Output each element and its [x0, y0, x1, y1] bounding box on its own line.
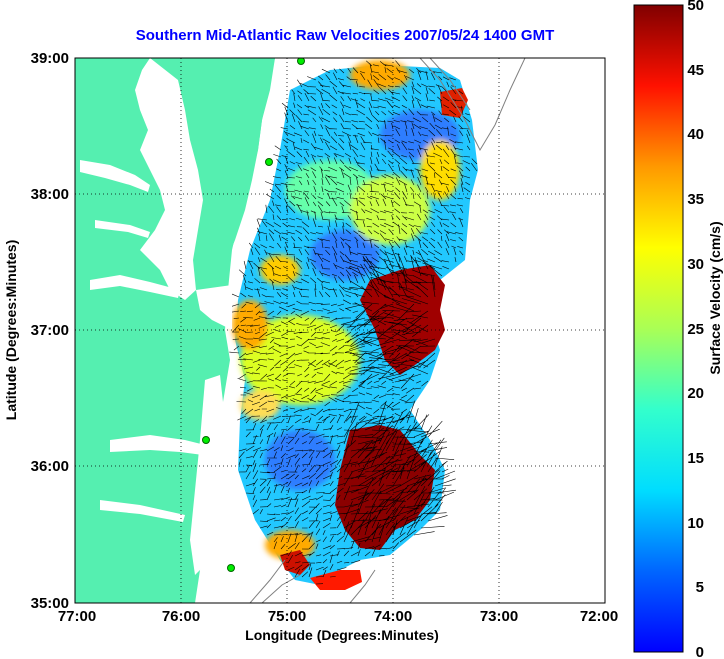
y-axis: 39:00 38:00 37:00 36:00 35:00 — [31, 50, 69, 612]
axes-frame — [74, 57, 606, 604]
james-river — [90, 275, 180, 298]
colorbar-tick-label: 0 — [696, 644, 704, 659]
chesapeake-bay — [135, 58, 203, 300]
y-tick-label: 36:00 — [31, 458, 69, 475]
x-tick-label: 74:00 — [374, 608, 412, 625]
velocity-vectors — [229, 60, 478, 585]
x-tick-label: 72:00 — [580, 608, 618, 625]
radar-site-marker — [227, 564, 235, 572]
speed-patch-mid — [260, 255, 300, 285]
y-axis-label: Latitude (Degrees:Minutes) — [3, 240, 19, 420]
isobath-line — [429, 58, 471, 111]
chart-title: Southern Mid-Atlantic Raw Velocities 200… — [136, 27, 554, 44]
x-axis: 77:00 76:00 75:00 74:00 73:00 72:00 — [58, 608, 618, 625]
colorbar-tick-label: 15 — [687, 450, 704, 467]
colorbar-tick-label: 45 — [687, 62, 704, 79]
y-tick-label: 38:00 — [31, 186, 69, 203]
gridlines — [75, 58, 605, 603]
isobath-line — [349, 569, 376, 603]
colorbar-tick-label: 30 — [687, 256, 704, 273]
isobath-line — [419, 58, 526, 152]
plot-area — [75, 58, 605, 603]
x-axis-label: Longitude (Degrees:Minutes) — [245, 627, 439, 643]
x-tick-label: 77:00 — [58, 608, 96, 625]
colorbar-tick-label: 5 — [696, 579, 704, 596]
x-tick-label: 76:00 — [162, 608, 200, 625]
colorbar-tick-label: 50 — [687, 0, 704, 14]
x-tick-label: 75:00 — [268, 608, 306, 625]
colorbar-tick-label: 10 — [687, 515, 704, 532]
colorbar: 50 45 40 35 30 25 20 15 10 5 0 Surface V… — [633, 0, 723, 659]
colorbar-label: Surface Velocity (cm/s) — [707, 221, 723, 374]
radar-site-marker — [265, 158, 273, 166]
velocity-arrow-set — [229, 60, 478, 585]
radar-site-marker — [297, 58, 305, 65]
colorbar-tick-label: 20 — [687, 385, 704, 402]
fast-current-south — [310, 570, 362, 590]
radar-sites — [202, 58, 305, 572]
speed-patch-mid — [420, 140, 460, 200]
colorbar-tick-label: 25 — [687, 321, 704, 338]
speed-patch-mid — [350, 60, 410, 90]
x-tick-label: 73:00 — [480, 608, 518, 625]
fast-current-hatteras — [280, 550, 310, 575]
pamlico-river — [100, 500, 185, 522]
speed-patch-mid — [350, 175, 430, 245]
delmarva-peninsula — [178, 58, 275, 290]
colorbar-tick-label: 40 — [687, 126, 704, 143]
pamlico-sound — [190, 375, 225, 575]
isobath-line — [249, 559, 286, 603]
land — [75, 58, 275, 603]
colorbar-tick-label: 35 — [687, 191, 704, 208]
y-tick-label: 37:00 — [31, 322, 69, 339]
speed-patch-mid — [232, 300, 268, 350]
potomac-river — [80, 160, 150, 192]
rappahannock-river — [95, 220, 150, 238]
colorbar-gradient — [633, 4, 684, 653]
bathymetry-contours — [249, 58, 526, 603]
radar-site-marker — [202, 436, 210, 444]
y-tick-label: 39:00 — [31, 50, 69, 67]
speed-patch-slow — [265, 430, 335, 490]
y-tick-label: 35:00 — [31, 595, 69, 612]
colorbar-ticks: 50 45 40 35 30 25 20 15 10 5 0 — [687, 0, 704, 659]
speed-patch-mid — [240, 390, 280, 420]
bay-mouth — [196, 285, 232, 330]
isobath-line — [261, 574, 301, 603]
